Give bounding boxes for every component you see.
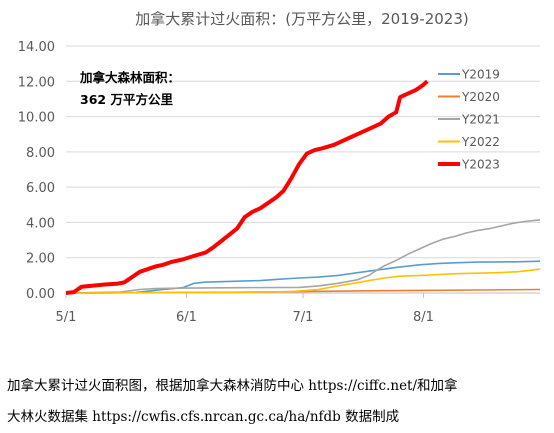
legend-label-y2021: Y2021 <box>461 113 500 127</box>
y-tick-label: 6.00 <box>26 181 55 196</box>
series-line-y2022 <box>65 268 541 294</box>
series <box>65 79 541 295</box>
annotation-box: 加拿大森林面积： 362 万平方公里 <box>79 70 180 107</box>
annotation-line-1: 加拿大森林面积： <box>79 70 180 85</box>
legend-label-y2022: Y2022 <box>461 135 500 149</box>
series-line-y2023 <box>65 79 429 295</box>
y-tick-label: 4.00 <box>26 216 55 231</box>
caption-line-2: 大林火数据集 https://cwfis.cfs.nrcan.gc.ca/ha/… <box>7 409 400 425</box>
y-tick-label: 2.00 <box>26 252 55 267</box>
x-tick-label: 6/1 <box>176 310 197 325</box>
x-tick-label: 7/1 <box>293 310 314 325</box>
series-line-y2019 <box>66 260 541 294</box>
y-tick-label: 14.00 <box>18 40 55 55</box>
x-tick-label: 8/1 <box>413 310 434 325</box>
chart-title: 加拿大累计过火面积：(万平方公里，2019-2023) <box>135 10 468 28</box>
y-axis: 0.00 2.00 4.00 6.00 8.00 10.00 12.00 14.00 <box>18 40 55 302</box>
legend-label-y2020: Y2020 <box>461 90 500 104</box>
legend-label-y2023: Y2023 <box>461 158 500 172</box>
y-tick-label: 10.00 <box>18 111 55 126</box>
series-line-y2021 <box>65 219 541 294</box>
y-tick-label: 0.00 <box>26 287 55 302</box>
legend: Y2019 Y2020 Y2021 Y2022 Y2023 <box>438 68 500 172</box>
annotation-line-2: 362 万平方公里 <box>80 92 173 107</box>
y-tick-label: 12.00 <box>18 75 55 90</box>
legend-label-y2019: Y2019 <box>461 68 500 82</box>
caption-line-1: 加拿大累计过火面积图，根据加拿大森林消防中心 https://ciffc.net… <box>7 378 458 394</box>
gridlines <box>66 45 540 294</box>
chart-background <box>0 0 554 350</box>
x-tick-label: 5/1 <box>56 310 77 325</box>
chart: 加拿大累计过火面积：(万平方公里，2019-2023) 0.00 2.00 4.00… <box>0 0 554 350</box>
x-axis: 5/1 6/1 7/1 8/1 <box>56 293 434 325</box>
y-tick-label: 8.00 <box>26 146 55 161</box>
